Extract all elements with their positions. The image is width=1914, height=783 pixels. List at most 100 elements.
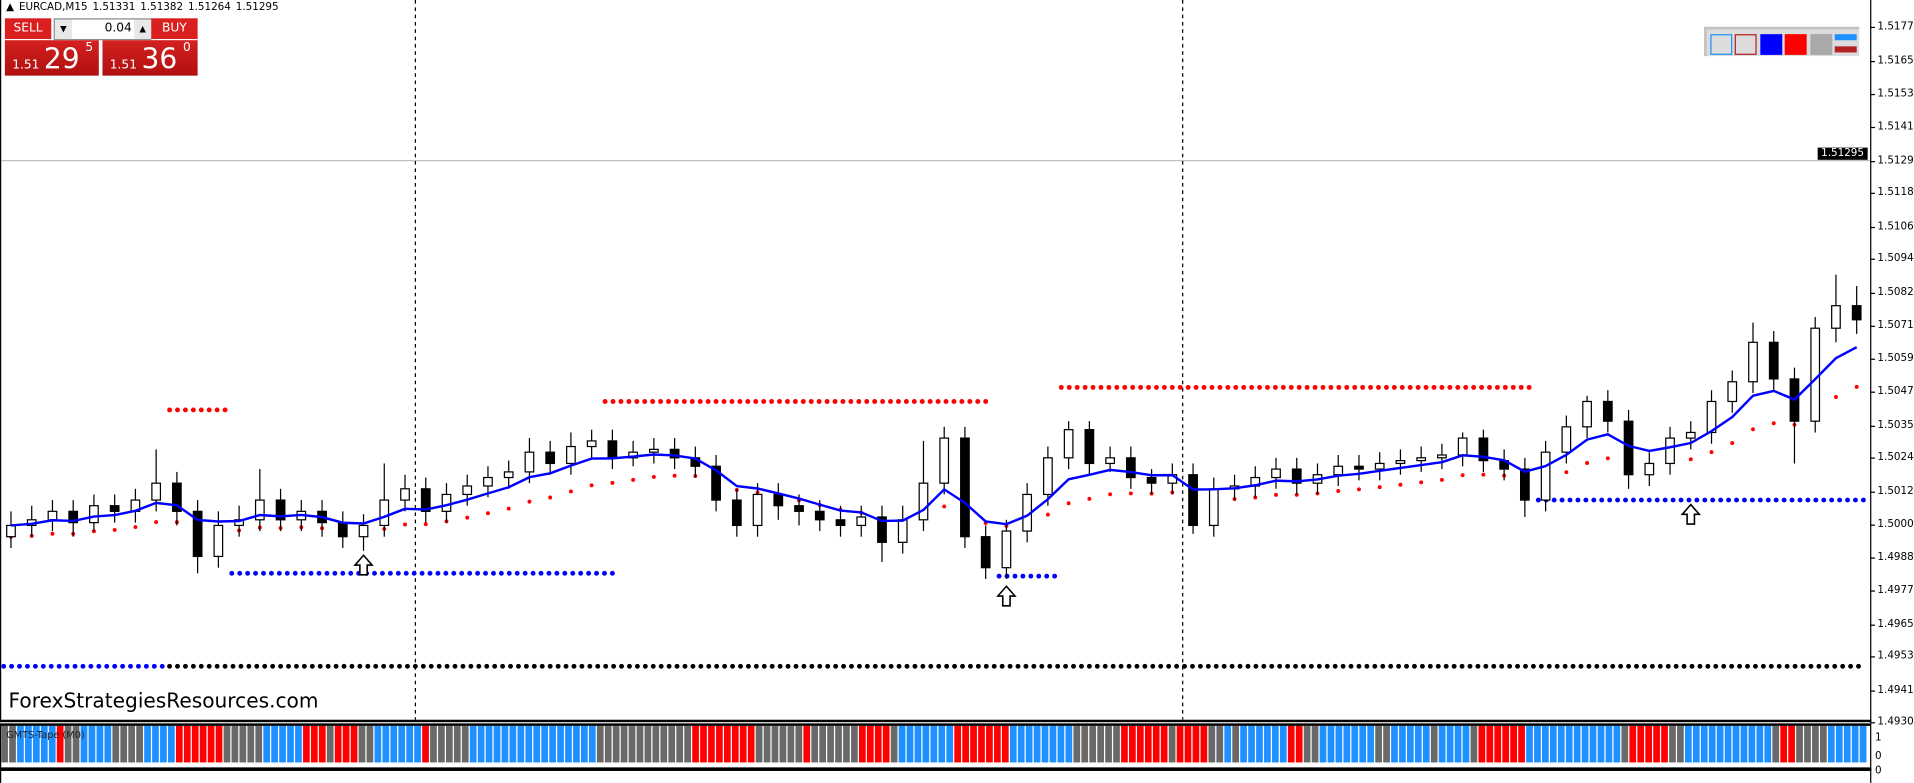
bear-color-swatch[interactable] bbox=[1734, 34, 1757, 55]
tape-bar-blue bbox=[1414, 725, 1422, 763]
level-dot bbox=[1752, 663, 1758, 669]
price-axis[interactable]: 1.51770 1.51650 1.51530 1.51415 1.51295 1.511… bbox=[1870, 0, 1914, 776]
tape-bar-red bbox=[342, 725, 350, 763]
gmts-tape-pane[interactable]: GMTS-Tape (M0) bbox=[0, 723, 1872, 770]
tape-bar-red bbox=[1494, 725, 1502, 763]
trailing-stop-dot bbox=[651, 474, 656, 479]
level-dot bbox=[1710, 497, 1716, 503]
level-dot bbox=[1502, 384, 1508, 390]
lot-size-stepper[interactable]: ▼ 0.04 ▲ bbox=[53, 18, 153, 41]
candle bbox=[1768, 331, 1779, 391]
candle-body bbox=[1146, 476, 1157, 484]
axis-tick bbox=[1870, 26, 1875, 28]
candle bbox=[1354, 454, 1364, 481]
buy-signal-arrow-icon bbox=[1680, 503, 1702, 525]
level-dot bbox=[999, 663, 1005, 669]
sell-button[interactable]: SELL bbox=[4, 18, 52, 41]
level-dot bbox=[928, 663, 934, 669]
level-dot bbox=[246, 663, 252, 669]
candle-body bbox=[960, 437, 970, 538]
level-dot bbox=[444, 663, 450, 669]
tape-bar-blue bbox=[1851, 725, 1859, 763]
level-dot bbox=[491, 570, 496, 576]
decrease-lot-icon[interactable]: ▼ bbox=[54, 19, 72, 40]
level-dot bbox=[975, 663, 981, 669]
candle bbox=[172, 471, 182, 526]
axis-tick bbox=[1870, 94, 1875, 96]
main-chart-pane[interactable]: ▲ EURCAD,M15 1.51331 1.51382 1.51264 1.51295 … bbox=[0, 0, 1872, 723]
level-dot bbox=[1567, 497, 1573, 503]
tape-bar-red bbox=[303, 725, 310, 763]
level-dot bbox=[387, 570, 393, 576]
candle bbox=[960, 426, 970, 548]
candle bbox=[711, 454, 721, 512]
tape-bar-grey bbox=[445, 725, 453, 763]
level-dot bbox=[1602, 663, 1608, 669]
level-dot bbox=[1670, 497, 1676, 503]
level-dot bbox=[365, 663, 371, 669]
sell-price-box[interactable]: 1.51 29 5 bbox=[4, 40, 99, 76]
lot-size-input[interactable]: 0.04 bbox=[104, 21, 132, 36]
trailing-stop-dot bbox=[1398, 482, 1403, 487]
tape-bar-blue bbox=[80, 725, 88, 763]
tape-bar-grey bbox=[684, 725, 691, 763]
candle-body bbox=[1043, 457, 1053, 496]
tape-bar-grey bbox=[1, 725, 8, 763]
lower-pane-axis-label: 0 bbox=[1874, 764, 1882, 778]
axis-tick bbox=[1870, 722, 1875, 724]
level-dot bbox=[1344, 384, 1350, 390]
level-dot bbox=[579, 663, 585, 669]
level-dot bbox=[1475, 663, 1481, 669]
level-dot bbox=[324, 570, 330, 576]
level-dot bbox=[427, 570, 433, 576]
tape-bar-red bbox=[422, 725, 429, 763]
level-dot bbox=[1388, 663, 1394, 669]
level-dot bbox=[856, 663, 862, 669]
level-dot bbox=[1190, 663, 1195, 669]
level-dot bbox=[539, 663, 545, 669]
candle-body bbox=[773, 493, 784, 507]
trailing-stop-dot bbox=[1564, 470, 1569, 475]
collapse-arrow-icon[interactable]: ▲ bbox=[6, 1, 15, 14]
buy-button[interactable]: BUY bbox=[151, 18, 198, 41]
level-dot bbox=[967, 663, 973, 669]
level-dot bbox=[721, 399, 727, 404]
tape-bar-blue bbox=[48, 725, 56, 763]
tape-bar-grey bbox=[763, 725, 771, 763]
grey-color-swatch[interactable] bbox=[1810, 34, 1833, 55]
candle bbox=[1208, 477, 1219, 537]
increase-lot-icon[interactable]: ▲ bbox=[134, 19, 152, 40]
level-dot bbox=[619, 663, 624, 669]
tape-bar-blue bbox=[295, 725, 302, 763]
trailing-stop-dot bbox=[112, 527, 117, 532]
tape-bar-blue bbox=[469, 725, 477, 763]
bull-color-swatch[interactable] bbox=[1710, 34, 1733, 55]
level-dot bbox=[1673, 663, 1679, 669]
tape-bar-red bbox=[1661, 725, 1668, 763]
tape-bar-blue bbox=[1748, 725, 1756, 763]
level-dot bbox=[1138, 384, 1144, 390]
level-dot bbox=[1530, 663, 1536, 669]
level-dot bbox=[1316, 663, 1322, 669]
candle bbox=[400, 474, 410, 512]
level-dot bbox=[1535, 497, 1541, 503]
buy-price-box[interactable]: 1.51 36 0 bbox=[102, 40, 198, 76]
tape-bars bbox=[1, 725, 1867, 763]
price-chart[interactable] bbox=[1, 0, 1871, 720]
low-price: 1.51264 bbox=[187, 1, 231, 14]
level-dot bbox=[1106, 384, 1112, 390]
tape-bar-blue bbox=[1335, 725, 1343, 763]
level-dot bbox=[1312, 384, 1318, 390]
level-dot bbox=[167, 407, 173, 413]
level-dot bbox=[1578, 663, 1584, 669]
red-color-swatch[interactable] bbox=[1784, 34, 1807, 55]
axis-label: 1.51415 bbox=[1877, 120, 1914, 133]
level-dot bbox=[912, 663, 918, 669]
level-dot bbox=[381, 663, 387, 669]
blue-color-swatch[interactable] bbox=[1760, 34, 1783, 55]
line-colors-icon[interactable] bbox=[1834, 34, 1857, 55]
level-dot bbox=[120, 663, 126, 669]
level-dot bbox=[1110, 663, 1116, 669]
tape-bar-blue bbox=[88, 725, 96, 763]
tape-bar-red bbox=[318, 725, 326, 763]
